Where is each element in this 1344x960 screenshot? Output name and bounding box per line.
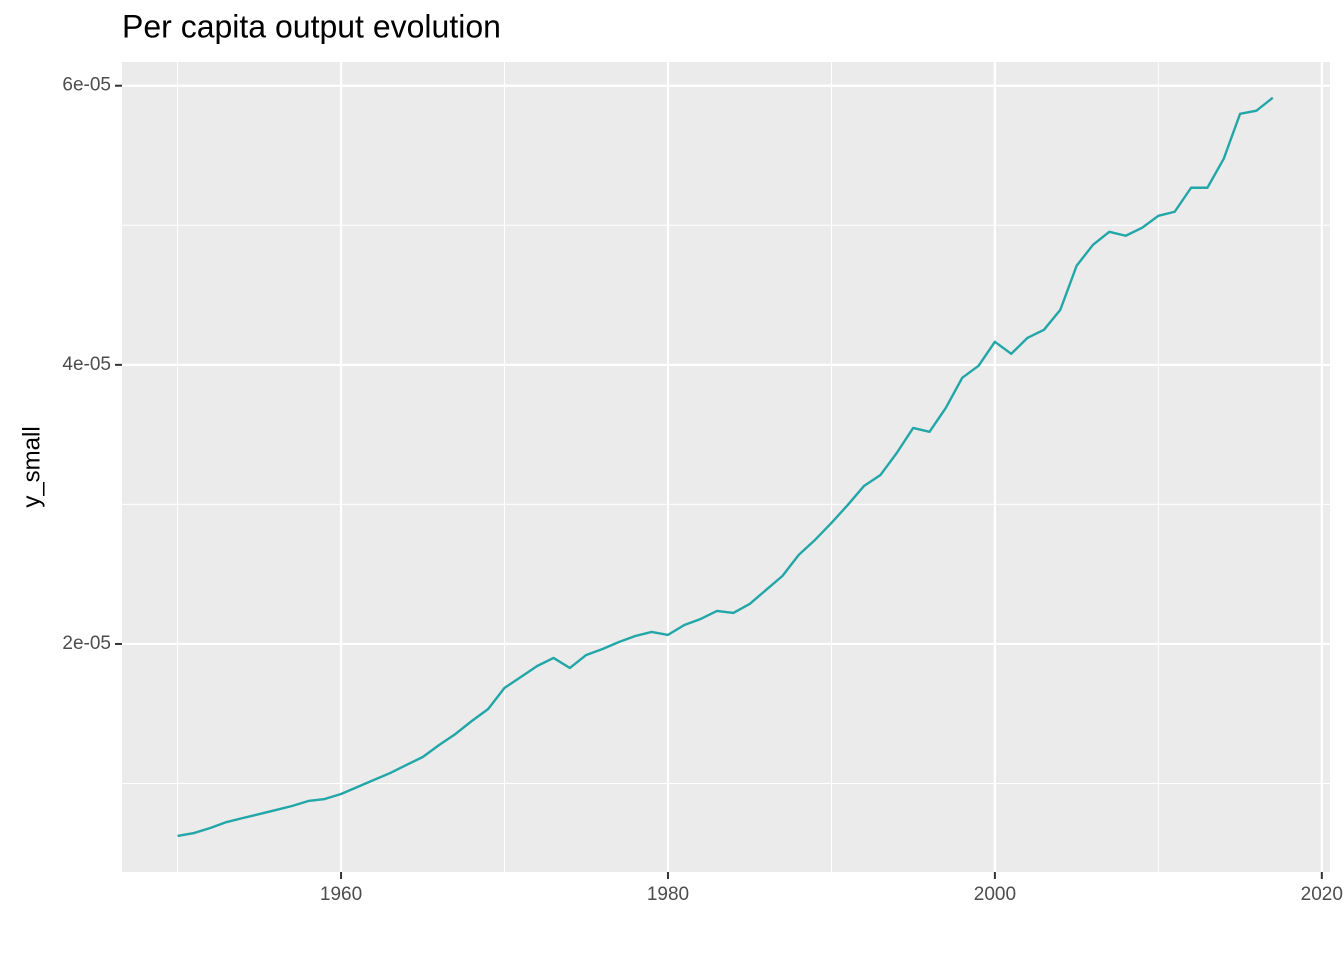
chart-title: Per capita output evolution xyxy=(122,8,501,44)
x-tick-label: 2020 xyxy=(1301,884,1343,905)
x-tick-label: 2000 xyxy=(974,884,1016,905)
y-tick-label: 6e-05 xyxy=(62,75,111,96)
x-tick-label: 1980 xyxy=(647,884,689,905)
x-tick-label: 1960 xyxy=(320,884,362,905)
panel xyxy=(122,62,1330,872)
y-axis-label: y_small xyxy=(18,426,45,507)
y-tick-label: 2e-05 xyxy=(62,633,111,654)
y-tick-label: 4e-05 xyxy=(62,354,111,375)
data-line xyxy=(177,96,1274,838)
